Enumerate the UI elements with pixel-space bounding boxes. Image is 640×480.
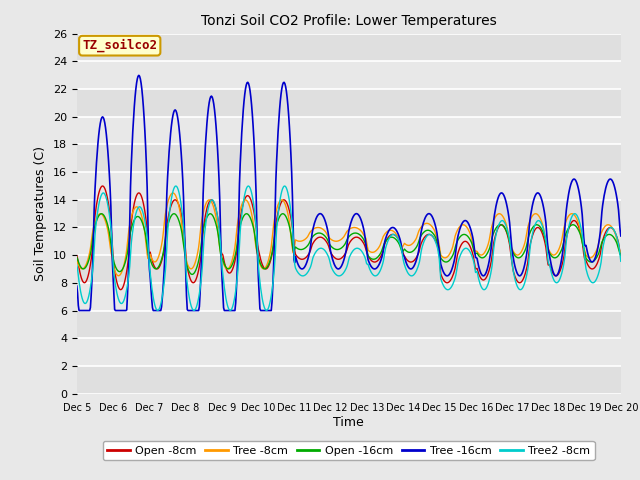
Title: Tonzi Soil CO2 Profile: Lower Temperatures: Tonzi Soil CO2 Profile: Lower Temperatur… [201, 14, 497, 28]
Bar [77, 255, 621, 283]
Bar [77, 144, 621, 172]
Y-axis label: Soil Temperatures (C): Soil Temperatures (C) [35, 146, 47, 281]
Bar [77, 200, 621, 228]
X-axis label: Time: Time [333, 416, 364, 429]
Legend: Open -8cm, Tree -8cm, Open -16cm, Tree -16cm, Tree2 -8cm: Open -8cm, Tree -8cm, Open -16cm, Tree -… [103, 441, 595, 460]
Bar [77, 366, 621, 394]
Bar [77, 311, 621, 338]
Text: TZ_soilco2: TZ_soilco2 [82, 39, 157, 52]
Bar [77, 89, 621, 117]
Bar [77, 34, 621, 61]
